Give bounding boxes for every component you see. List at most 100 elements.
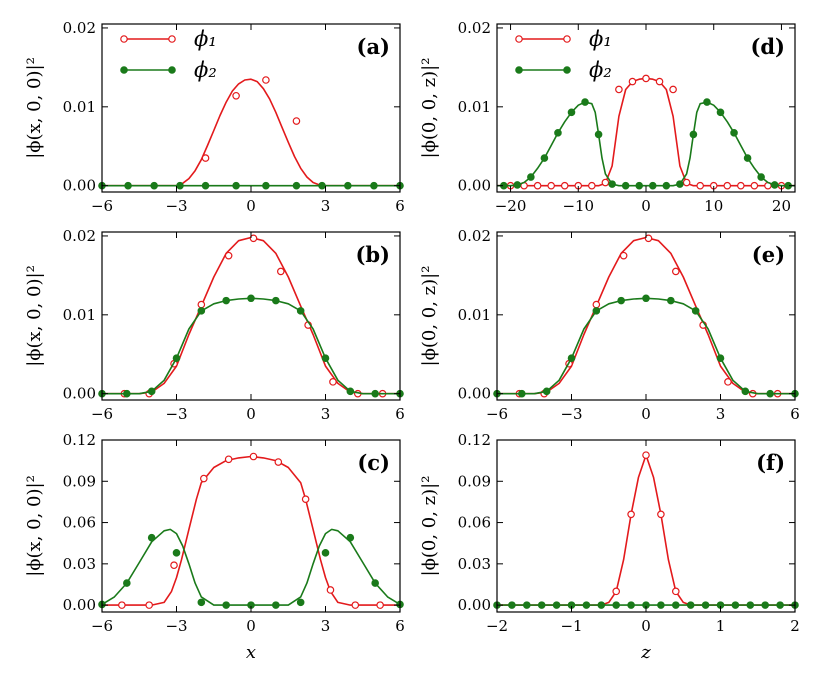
marker-1-c [351, 601, 360, 609]
axes-frame-f [496, 439, 796, 613]
x-tick-label: 6 [395, 405, 405, 423]
legend-label: ϕ₁ [589, 27, 612, 51]
marker-1-d [560, 181, 569, 190]
marker-2-f [627, 601, 635, 609]
marker-1-c [326, 586, 335, 594]
marker-1-c [249, 452, 258, 461]
y-tick-label: 0.06 [458, 514, 491, 532]
x-tick-label: 0 [641, 197, 651, 215]
marker-2-d [703, 98, 711, 106]
panel-label: (b) [355, 242, 390, 267]
marker-1-d [533, 181, 542, 190]
marker-1-d [642, 74, 650, 83]
marker-2-a [232, 181, 240, 190]
y-tick-label: 0.03 [458, 555, 491, 573]
x-tick-label: 6 [395, 197, 405, 215]
y-axis-label: |ϕ(0, 0, z)|² [419, 58, 440, 159]
y-tick-label: 0.12 [458, 431, 491, 449]
panel-label: (c) [357, 450, 390, 475]
marker-1-c [274, 458, 283, 466]
series-line-1-c [102, 455, 400, 606]
y-tick-label: 0.00 [458, 177, 491, 195]
series-line-2-c [102, 528, 400, 606]
marker-2-e [617, 296, 625, 305]
marker-2-d [730, 129, 738, 137]
legend-marker [120, 66, 128, 74]
marker-1-f [642, 451, 650, 459]
y-axis-label: |ϕ(x, 0, 0)|² [24, 57, 45, 159]
marker-2-c [222, 601, 230, 609]
marker-2-b [296, 307, 305, 315]
marker-2-d [554, 129, 562, 137]
marker-2-f [746, 601, 755, 609]
marker-2-b [321, 354, 330, 362]
marker-1-a [232, 91, 240, 100]
x-tick-label: 0 [246, 197, 256, 215]
x-tick-label: 10 [704, 197, 723, 215]
marker-2-d [540, 154, 549, 162]
y-tick-label: 0.06 [63, 514, 96, 532]
marker-2-d [527, 173, 535, 181]
marker-1-c [200, 474, 208, 483]
marker-2-a [370, 181, 378, 190]
y-axis-label: |ϕ(0, 0, z)|² [419, 266, 440, 367]
x-tick-label: 0 [246, 405, 256, 423]
y-tick-label: 0.03 [63, 555, 96, 573]
y-axis-label: |ϕ(x, 0, 0)|² [24, 475, 45, 577]
marker-2-a [292, 181, 301, 190]
marker-2-b [222, 296, 230, 305]
marker-2-b [172, 354, 181, 362]
marker-2-d [689, 130, 698, 139]
y-tick-label: 0.00 [458, 385, 491, 403]
legend-marker [563, 66, 571, 74]
marker-2-f [671, 601, 680, 609]
x-tick-label: 6 [790, 405, 800, 423]
x-tick-label: −6 [91, 617, 113, 635]
legend-marker [563, 35, 571, 43]
marker-1-d [655, 77, 664, 86]
marker-1-d [615, 85, 623, 94]
marker-1-f [657, 510, 665, 519]
marker-2-a [318, 181, 326, 190]
y-tick-label: 0.00 [458, 596, 491, 614]
marker-2-a [201, 181, 210, 190]
marker-2-f [582, 601, 591, 609]
x-tick-label: 1 [716, 617, 726, 635]
marker-1-b [197, 300, 206, 309]
marker-2-a [262, 181, 270, 190]
legend-label: ϕ₂ [194, 58, 217, 82]
marker-1-d [750, 181, 759, 190]
series-line-2-e [497, 297, 795, 395]
marker-2-e [766, 389, 774, 398]
marker-2-f [552, 601, 561, 609]
marker-1-d [682, 178, 691, 187]
marker-1-d [588, 181, 596, 190]
x-tick-label: 3 [716, 405, 726, 423]
marker-2-b [197, 307, 206, 315]
panel-d: −20 −10 0 10 20 0.00 0.01 0.02 |ϕ(0, 0, z)|² (d) ϕ… [419, 19, 796, 215]
marker-2-d [513, 181, 522, 189]
marker-2-f [537, 601, 546, 609]
axes-frame-a [101, 23, 401, 193]
marker-1-b [249, 234, 258, 243]
marker-2-d [662, 181, 671, 190]
marker-2-b [346, 387, 355, 396]
panel-f: −2 −1 0 1 2 0.00 0.03 0.06 0.09 0.12 |ϕ(0, 0, z)|²… [419, 431, 800, 663]
series-line-1-d [497, 77, 795, 187]
marker-2-a [176, 181, 184, 190]
marker-1-b [276, 267, 285, 276]
marker-2-c [147, 533, 156, 542]
panel-b: −6 −3 0 3 6 0.00 0.01 0.02 |ϕ(x, 0, 0)|² (b) [24, 227, 405, 423]
series-line-1-a [102, 78, 400, 187]
marker-1-e [671, 267, 680, 276]
marker-1-c [301, 495, 310, 503]
marker-2-d [757, 173, 765, 181]
marker-1-f [627, 510, 635, 519]
x-tick-label: −10 [562, 197, 594, 215]
marker-2-a [150, 181, 158, 190]
marker-1-a [292, 117, 301, 125]
marker-2-c [172, 549, 181, 557]
marker-1-d [628, 77, 637, 86]
x-tick-label: 0 [246, 617, 256, 635]
